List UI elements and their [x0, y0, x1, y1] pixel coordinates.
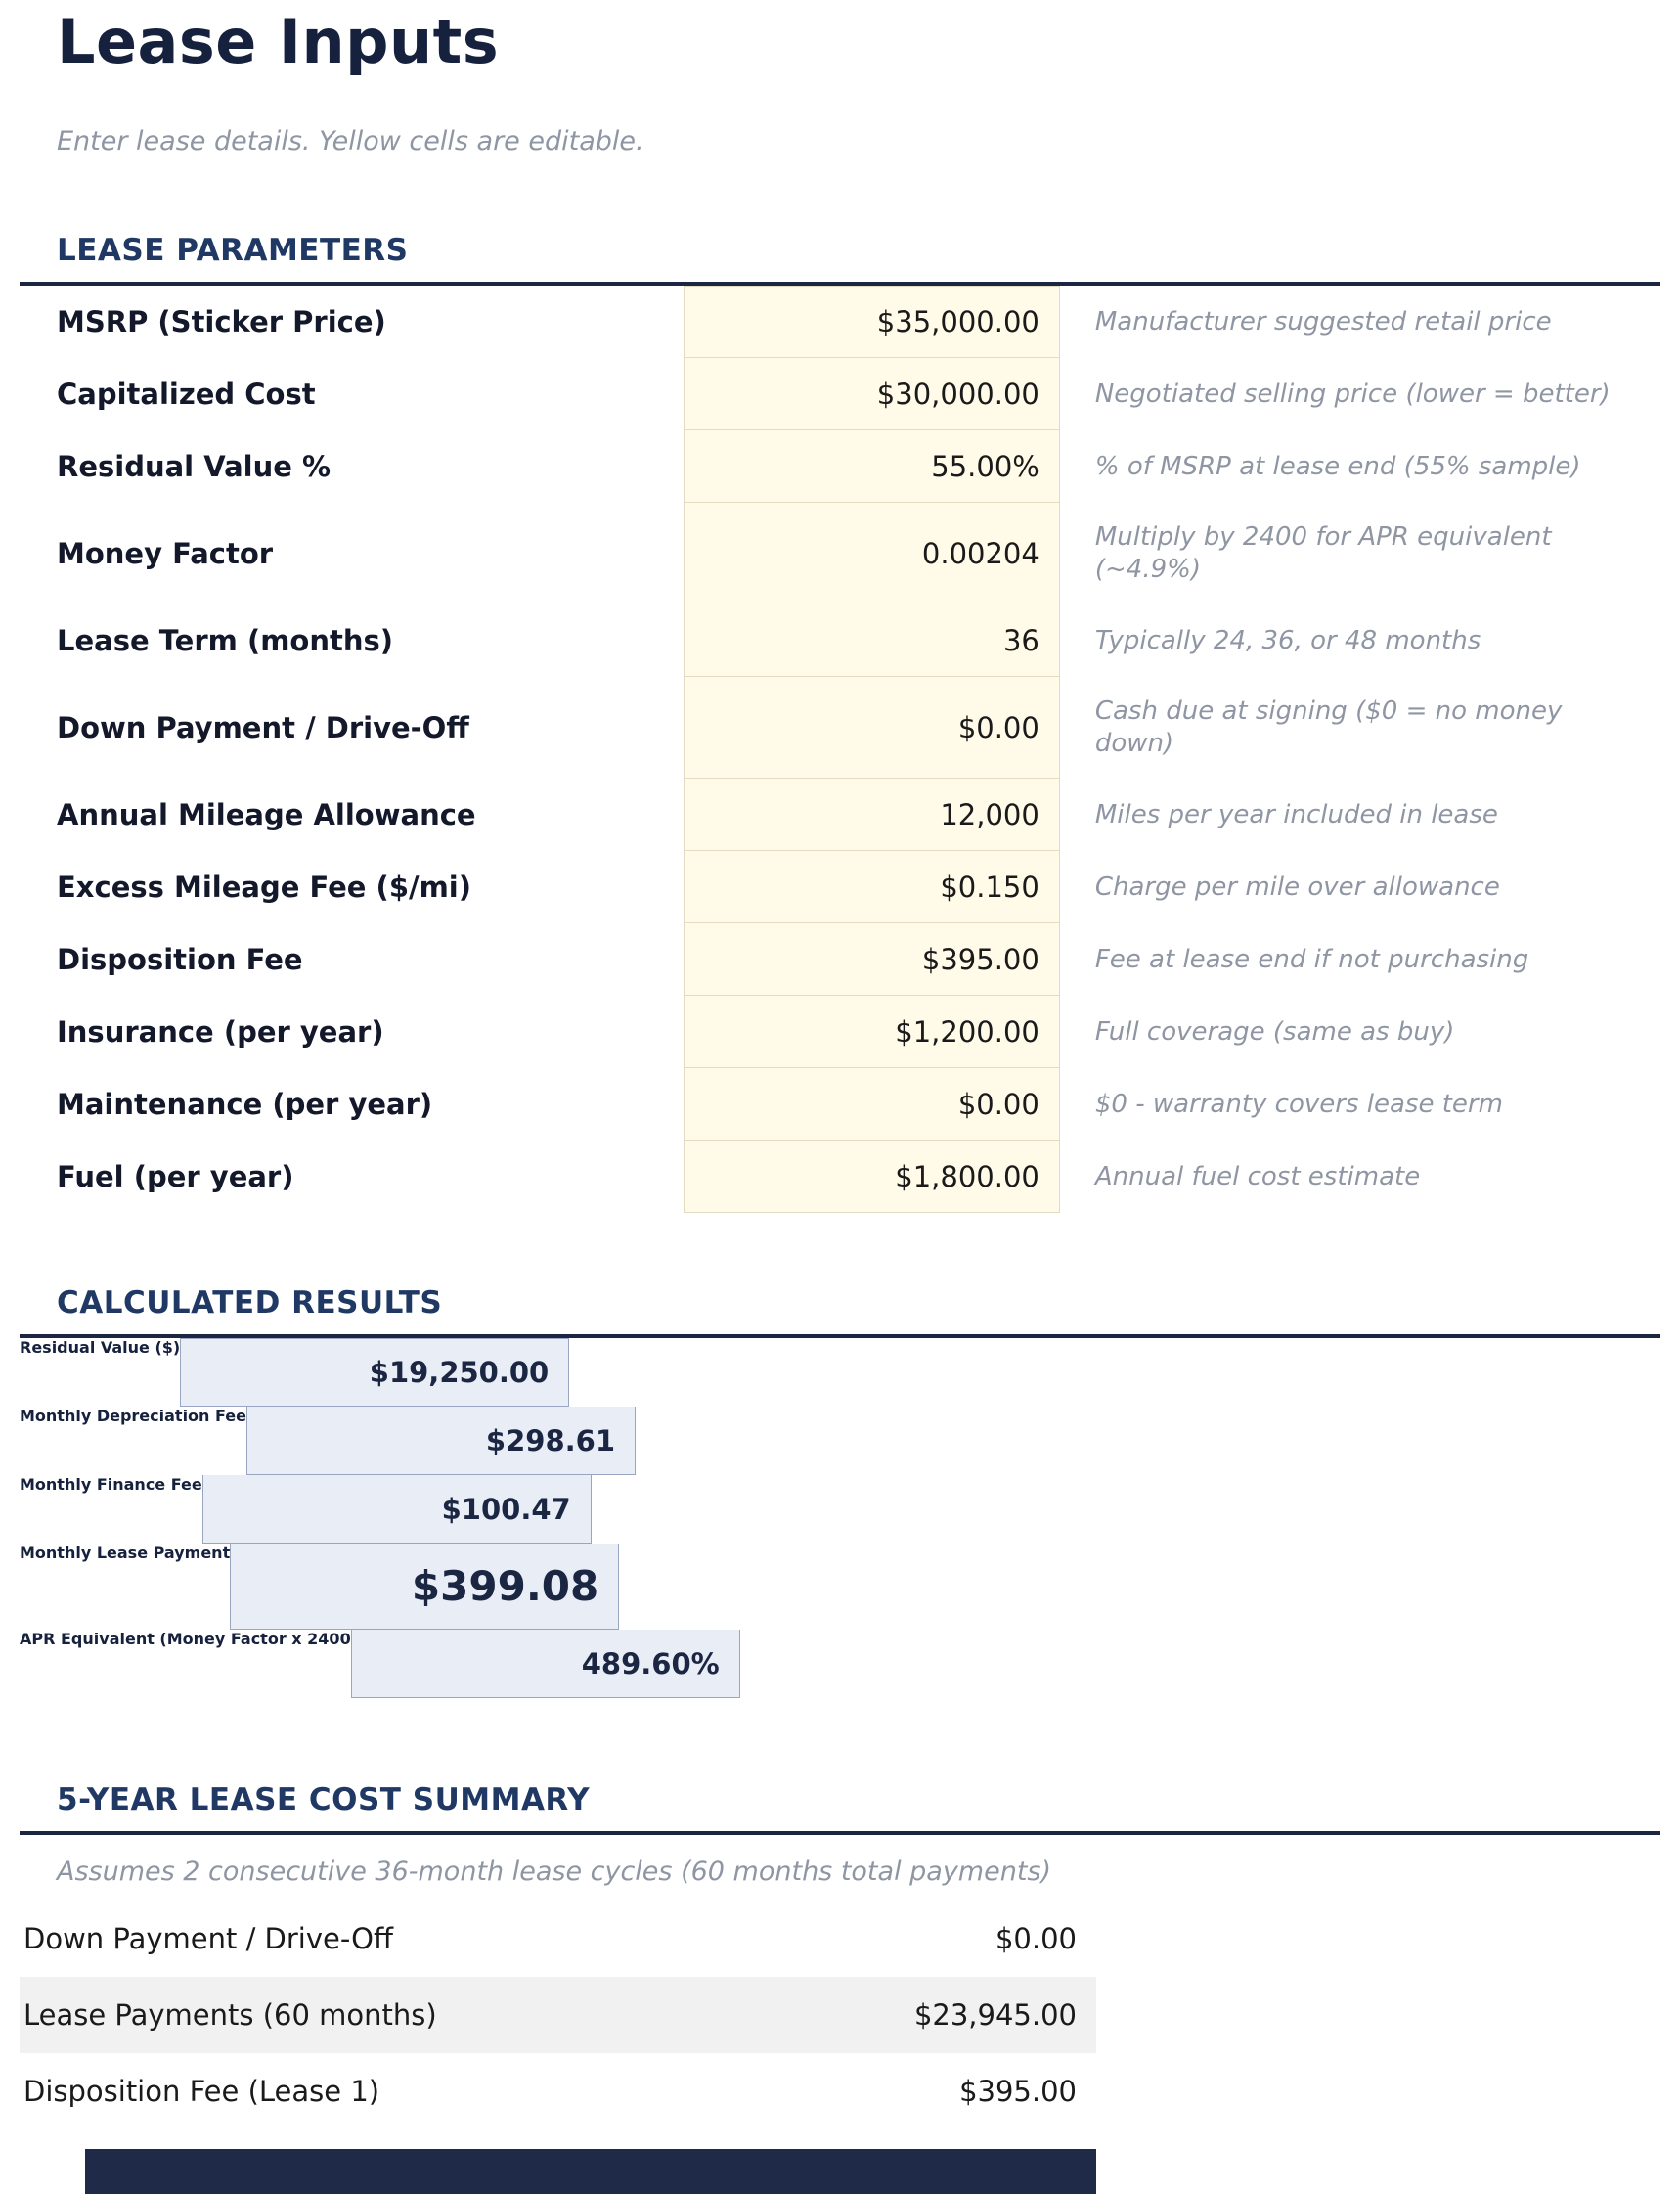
summary-assumption-note: Assumes 2 consecutive 36-month lease cyc…: [57, 1857, 1052, 1888]
param-note: Typically 24, 36, or 48 months: [1094, 625, 1481, 655]
result-label-monthly-finance-fee: Monthly Finance Fee: [20, 1475, 202, 1495]
param-label-down-payment: Down Payment / Drive-Off: [57, 711, 469, 745]
page-subtitle: Enter lease details. Yellow cells are ed…: [57, 126, 644, 157]
table-row: Down Payment / Drive-Off $0.00: [20, 1901, 1096, 1977]
summary-label-down-payment: Down Payment / Drive-Off: [23, 1922, 393, 1956]
section-divider: [20, 282, 1660, 287]
section-heading-lease-parameters: LEASE PARAMETERS: [57, 233, 409, 269]
param-label-excess-mileage-fee: Excess Mileage Fee ($/mi): [57, 871, 471, 905]
param-note: Negotiated selling price (lower = better…: [1094, 379, 1611, 409]
table-row: Money Factor 0.00204 Multiply by 2400 fo…: [20, 503, 1660, 605]
section-divider: [20, 1831, 1660, 1836]
result-value-monthly-depreciation-fee: $298.61: [246, 1407, 636, 1476]
param-note: Full coverage (same as buy): [1094, 1016, 1455, 1047]
result-value-apr-equivalent: 489.60%: [350, 1630, 740, 1699]
param-note: % of MSRP at lease end (55% sample): [1094, 451, 1581, 481]
param-note: Multiply by 2400 for APR equivalent (~4.…: [1094, 521, 1552, 585]
param-input-lease-term[interactable]: 36: [683, 604, 1060, 678]
table-row: Disposition Fee (Lease 1) $395.00: [20, 2053, 1096, 2129]
summary-label-lease-payments: Lease Payments (60 months): [23, 1998, 437, 2033]
param-note: Manufacturer suggested retail price: [1094, 306, 1552, 336]
param-input-down-payment[interactable]: $0.00: [683, 677, 1060, 780]
summary-value-lease-payments: $23,945.00: [913, 1998, 1077, 2033]
table-row: Disposition Fee $395.00 Fee at lease end…: [20, 923, 1660, 997]
param-label-annual-mileage: Annual Mileage Allowance: [57, 798, 476, 832]
table-row: Lease Payments (60 months) $23,945.00: [20, 1977, 1096, 2054]
table-row: Fuel (per year) $1,800.00 Annual fuel co…: [20, 1141, 1660, 1214]
result-label-monthly-lease-payment: Monthly Lease Payment: [20, 1544, 231, 1563]
summary-value-disposition-fee: $395.00: [959, 2075, 1077, 2109]
result-value-monthly-lease-payment: $399.08: [230, 1544, 620, 1631]
calculated-results-table: Residual Value ($) $19,250.00 Monthly De…: [20, 1338, 1660, 1699]
param-input-money-factor[interactable]: 0.00204: [683, 503, 1060, 605]
param-input-fuel[interactable]: $1,800.00: [683, 1141, 1060, 1214]
table-row: Annual Mileage Allowance 12,000 Miles pe…: [20, 779, 1660, 852]
result-label-residual-value: Residual Value ($): [20, 1338, 181, 1358]
table-row: Excess Mileage Fee ($/mi) $0.150 Charge …: [20, 851, 1660, 924]
summary-value-down-payment: $0.00: [995, 1922, 1077, 1956]
summary-table: Down Payment / Drive-Off $0.00 Lease Pay…: [20, 1901, 1660, 2129]
table-row: Lease Term (months) 36 Typically 24, 36,…: [20, 604, 1660, 678]
param-note: Cash due at signing ($0 = no money down): [1094, 695, 1563, 759]
summary-label-disposition-fee: Disposition Fee (Lease 1): [23, 2075, 380, 2109]
section-heading-calculated-results: CALCULATED RESULTS: [57, 1285, 443, 1321]
param-label-disposition-fee: Disposition Fee: [57, 943, 303, 977]
lease-parameters-table: MSRP (Sticker Price) $35,000.00 Manufact…: [20, 286, 1660, 1214]
param-input-annual-mileage[interactable]: 12,000: [683, 779, 1060, 852]
param-note: Fee at lease end if not purchasing: [1094, 944, 1529, 974]
param-label-insurance: Insurance (per year): [57, 1015, 384, 1050]
param-note: Annual fuel cost estimate: [1094, 1161, 1421, 1191]
table-row: MSRP (Sticker Price) $35,000.00 Manufact…: [20, 286, 1660, 359]
param-label-lease-term: Lease Term (months): [57, 624, 394, 658]
param-input-excess-mileage-fee[interactable]: $0.150: [683, 851, 1060, 924]
param-label-maintenance: Maintenance (per year): [57, 1088, 433, 1122]
result-value-monthly-finance-fee: $100.47: [201, 1475, 592, 1545]
param-label-fuel: Fuel (per year): [57, 1160, 294, 1194]
summary-total-row-partial: [85, 2149, 1096, 2194]
result-label-monthly-depreciation-fee: Monthly Depreciation Fee: [20, 1407, 246, 1426]
param-input-residual-value-pct[interactable]: 55.00%: [683, 430, 1060, 504]
param-input-maintenance[interactable]: $0.00: [683, 1068, 1060, 1142]
param-note: $0 - warranty covers lease term: [1094, 1089, 1503, 1119]
param-input-msrp[interactable]: $35,000.00: [683, 286, 1060, 359]
result-label-apr-equivalent: APR Equivalent (Money Factor x 2400: [20, 1630, 351, 1649]
param-note: Miles per year included in lease: [1094, 799, 1498, 829]
param-label-money-factor: Money Factor: [57, 537, 274, 571]
table-row: Insurance (per year) $1,200.00 Full cove…: [20, 996, 1660, 1069]
table-row: Monthly Lease Payment $399.08: [20, 1544, 1660, 1631]
table-row: Monthly Finance Fee $100.47: [20, 1475, 1660, 1545]
param-input-disposition-fee[interactable]: $395.00: [683, 923, 1060, 997]
section-divider: [20, 1334, 1660, 1339]
param-input-insurance[interactable]: $1,200.00: [683, 996, 1060, 1069]
table-row: Monthly Depreciation Fee $298.61: [20, 1407, 1660, 1476]
table-row: Residual Value ($) $19,250.00: [20, 1338, 1660, 1408]
param-label-residual-value-pct: Residual Value %: [57, 450, 332, 484]
param-label-capitalized-cost: Capitalized Cost: [57, 378, 316, 412]
table-row: Residual Value % 55.00% % of MSRP at lea…: [20, 430, 1660, 504]
param-input-capitalized-cost[interactable]: $30,000.00: [683, 358, 1060, 431]
result-value-residual-value: $19,250.00: [180, 1338, 570, 1408]
section-heading-5-year-summary: 5-YEAR LEASE COST SUMMARY: [57, 1782, 591, 1818]
param-note: Charge per mile over allowance: [1094, 872, 1500, 902]
param-label-msrp: MSRP (Sticker Price): [57, 305, 386, 339]
table-row: Capitalized Cost $30,000.00 Negotiated s…: [20, 358, 1660, 431]
table-row: APR Equivalent (Money Factor x 2400 489.…: [20, 1630, 1660, 1699]
table-row: Down Payment / Drive-Off $0.00 Cash due …: [20, 677, 1660, 780]
page-title: Lease Inputs: [57, 6, 500, 77]
table-row: Maintenance (per year) $0.00 $0 - warran…: [20, 1068, 1660, 1142]
